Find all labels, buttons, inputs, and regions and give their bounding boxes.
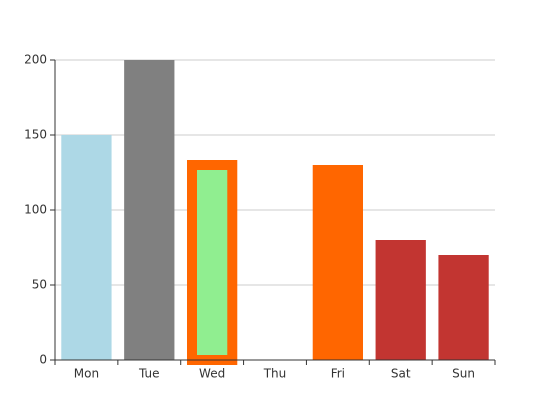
bar	[312, 165, 363, 360]
x-tick-label: Tue	[138, 367, 160, 381]
x-tick-label: Mon	[74, 367, 99, 381]
y-tick-label: 100	[24, 203, 47, 217]
y-tick-label: 150	[24, 128, 47, 142]
bar	[375, 240, 426, 360]
x-tick-label: Wed	[199, 367, 225, 381]
bar	[61, 135, 112, 360]
bar	[187, 160, 238, 365]
x-tick-label: Sun	[452, 367, 475, 381]
y-tick-label: 0	[39, 353, 47, 367]
y-tick-label: 200	[24, 53, 47, 67]
bar	[438, 255, 489, 360]
bar	[124, 60, 175, 360]
y-tick-label: 50	[32, 278, 47, 292]
x-tick-label: Sat	[391, 367, 411, 381]
x-tick-label: Thu	[263, 367, 287, 381]
x-tick-label: Fri	[331, 367, 345, 381]
